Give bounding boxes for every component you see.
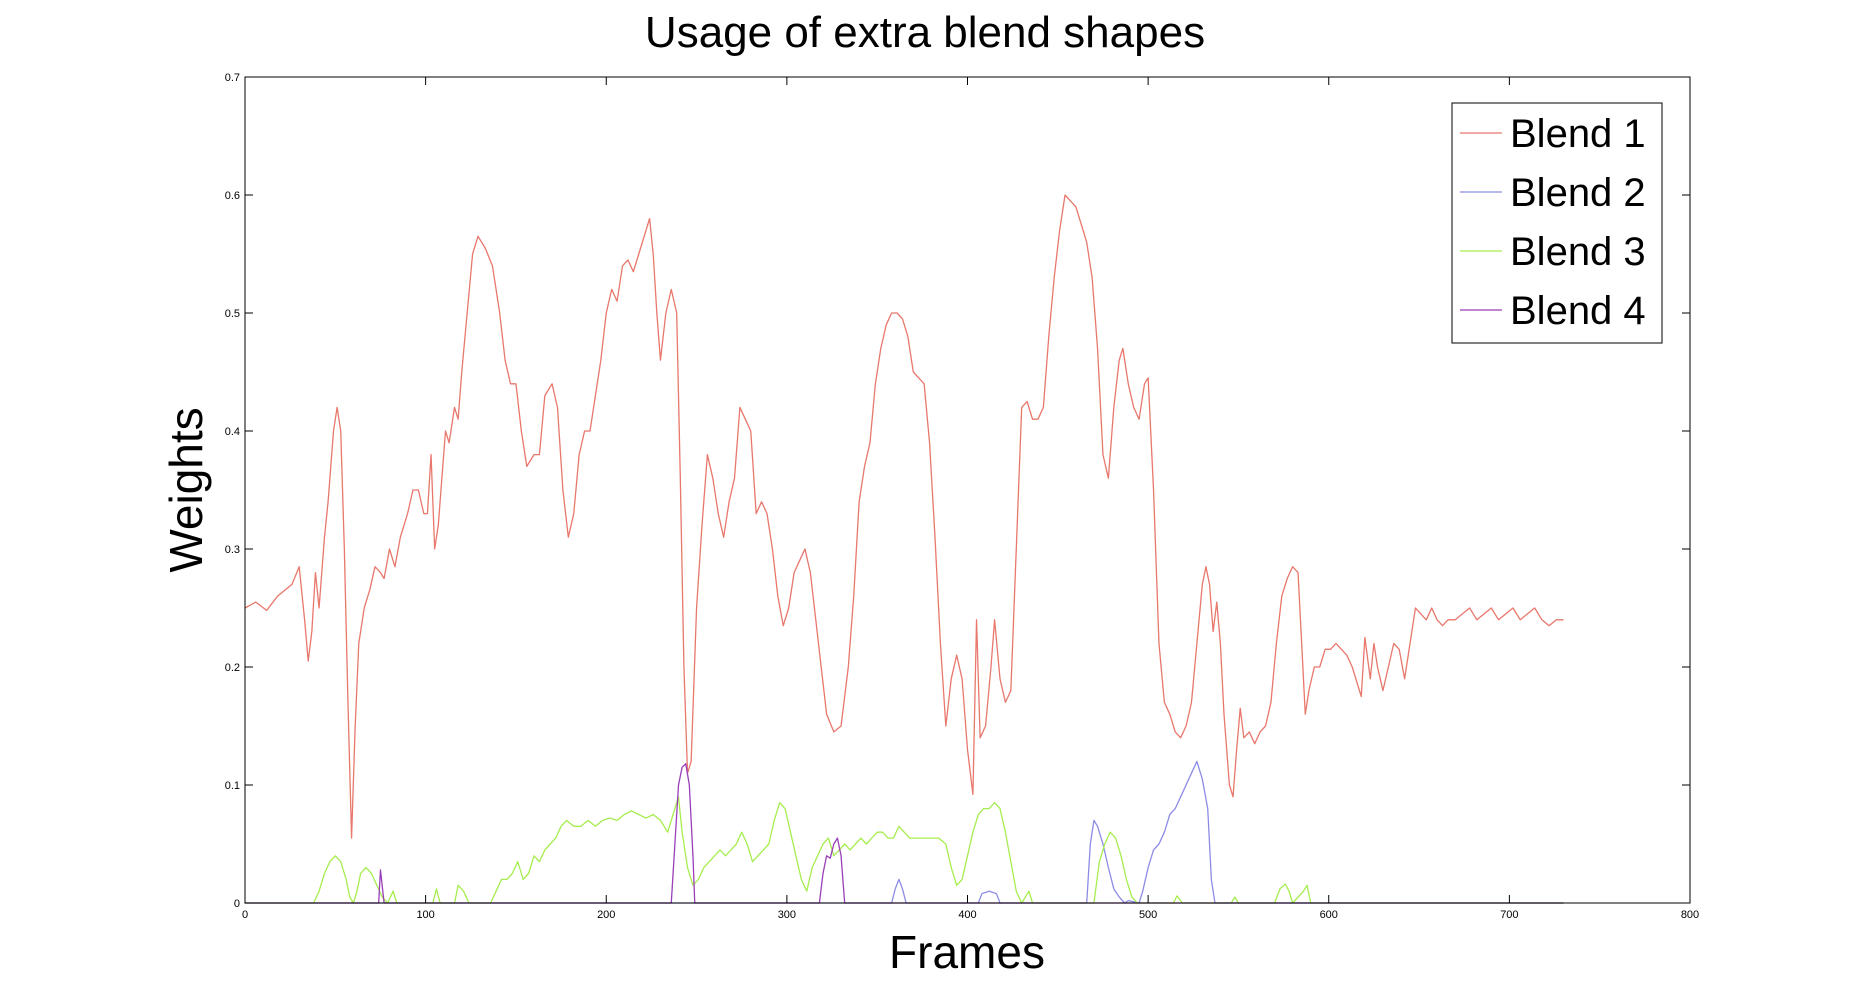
y-tick-label: 0.2 xyxy=(225,662,240,674)
x-tick-label: 300 xyxy=(778,909,796,921)
y-tick-label: 0.3 xyxy=(225,544,240,556)
ticks: 0 100 200 300 400 500 600 700 800 0 0.1 0.2 0.3 0.4 0.… xyxy=(225,72,1699,921)
x-tick-label: 400 xyxy=(958,909,976,921)
x-axis-label: Frames xyxy=(889,926,1045,978)
x-tick-label: 0 xyxy=(242,909,248,921)
y-tick-label: 0.1 xyxy=(225,780,240,792)
x-tick-label: 800 xyxy=(1681,909,1699,921)
x-tick-label: 500 xyxy=(1139,909,1157,921)
x-tick-label: 700 xyxy=(1500,909,1518,921)
legend-box xyxy=(1451,102,1663,344)
legend-label-2: Blend 2 xyxy=(1510,171,1646,215)
y-axis-label: Weights xyxy=(160,407,212,572)
chart-title: Usage of extra blend shapes xyxy=(645,8,1205,57)
x-tick-label: 600 xyxy=(1320,909,1338,921)
series-line-1 xyxy=(244,194,1564,839)
legend-label-4: Blend 4 xyxy=(1510,289,1646,333)
y-tick-label: 0.6 xyxy=(225,190,240,202)
y-tick-label: 0.5 xyxy=(225,308,240,320)
legend-label-3: Blend 3 xyxy=(1510,230,1646,274)
x-tick-label: 100 xyxy=(416,909,434,921)
y-tick-label: 0.4 xyxy=(225,426,240,438)
legend: Blend 1 Blend 2 Blend 3 Blend 4 xyxy=(1451,102,1663,344)
legend-label-1: Blend 1 xyxy=(1510,112,1646,156)
y-tick-label: 0.7 xyxy=(225,72,240,84)
x-tick-label: 200 xyxy=(597,909,615,921)
y-tick-label: 0 xyxy=(234,898,240,910)
